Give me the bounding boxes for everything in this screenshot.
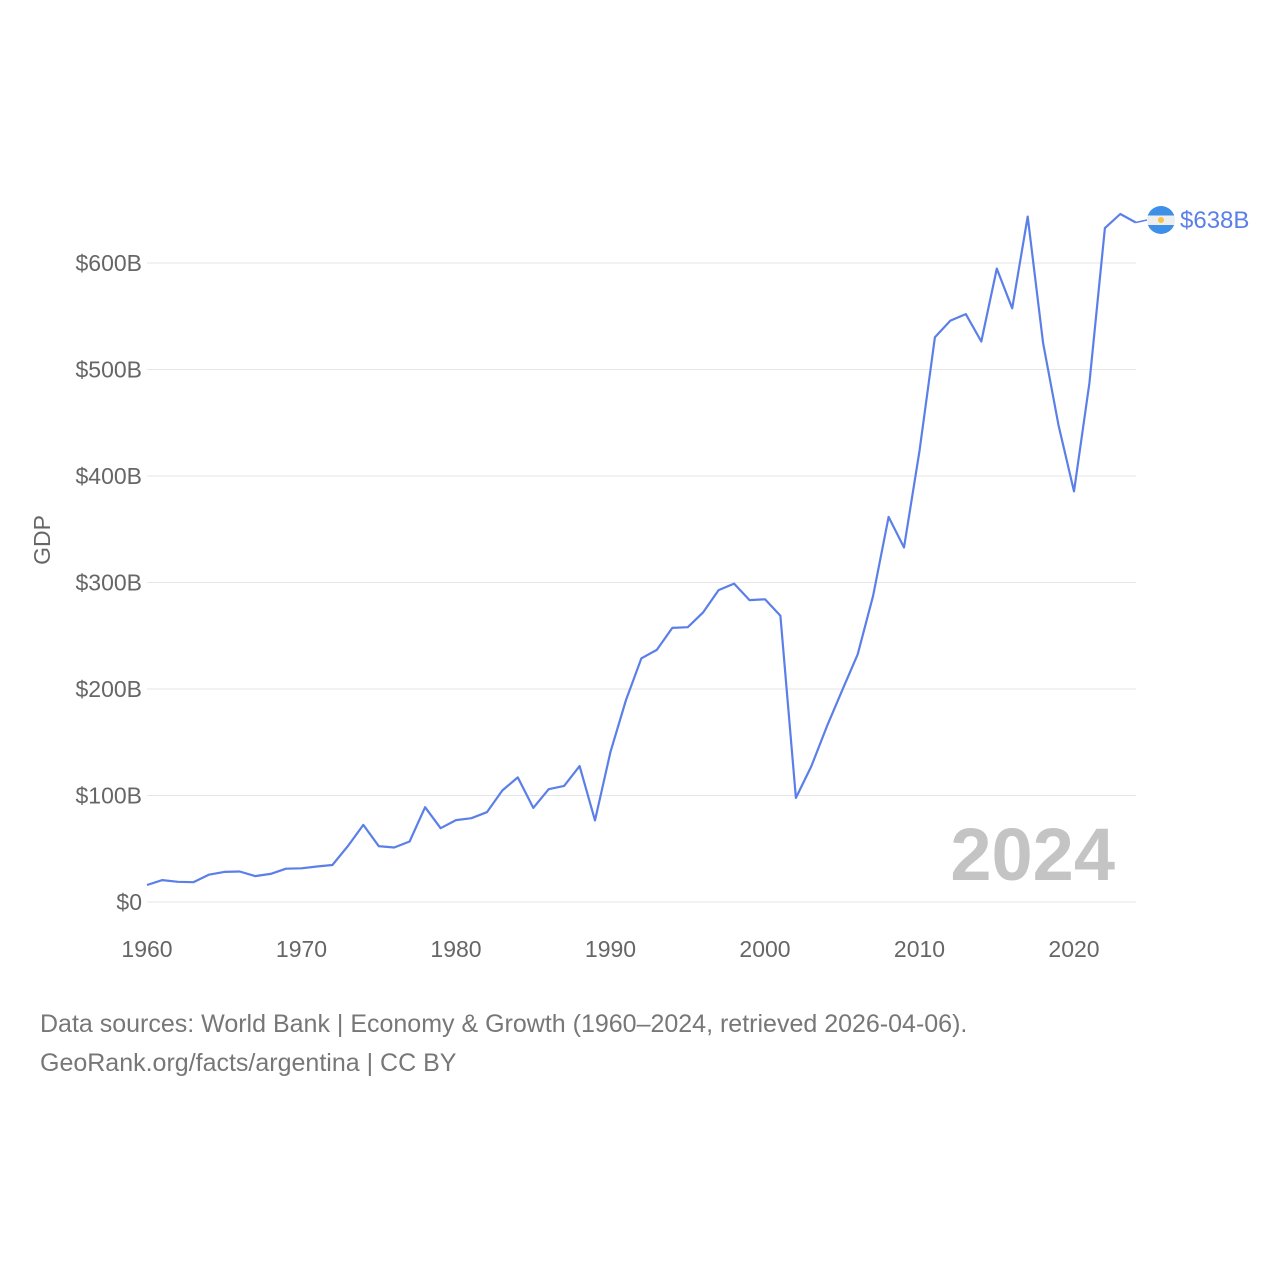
y-tick-label: $300B xyxy=(75,570,142,596)
x-tick-label: 2020 xyxy=(1048,936,1099,962)
x-tick-label: 2010 xyxy=(894,936,945,962)
x-tick-label: 1990 xyxy=(585,936,636,962)
y-tick-label: $500B xyxy=(75,357,142,383)
y-tick-label: $600B xyxy=(75,250,142,276)
y-axis-label: GDP xyxy=(29,515,55,565)
y-tick-label: $0 xyxy=(116,889,142,915)
x-tick-label: 1970 xyxy=(276,936,327,962)
x-tick-label: 2000 xyxy=(739,936,790,962)
y-tick-label: $100B xyxy=(75,783,142,809)
y-tick-label: $200B xyxy=(75,676,142,702)
end-label-connector xyxy=(1135,219,1148,224)
attribution-link[interactable]: GeoRank.org/facts/argentina | CC BY xyxy=(40,1049,457,1077)
footer: Data sources: World Bank | Economy & Gro… xyxy=(40,1005,967,1083)
argentina-flag-icon xyxy=(1147,206,1175,234)
x-tick-label: 1980 xyxy=(430,936,481,962)
y-tick-label: $400B xyxy=(75,463,142,489)
series-line-argentina xyxy=(146,212,1137,887)
data-source-note: Data sources: World Bank | Economy & Gro… xyxy=(40,1010,968,1038)
series-end-label: $638B xyxy=(1180,207,1249,234)
x-tick-label: 1960 xyxy=(121,936,172,962)
year-watermark: 2024 xyxy=(950,813,1115,896)
